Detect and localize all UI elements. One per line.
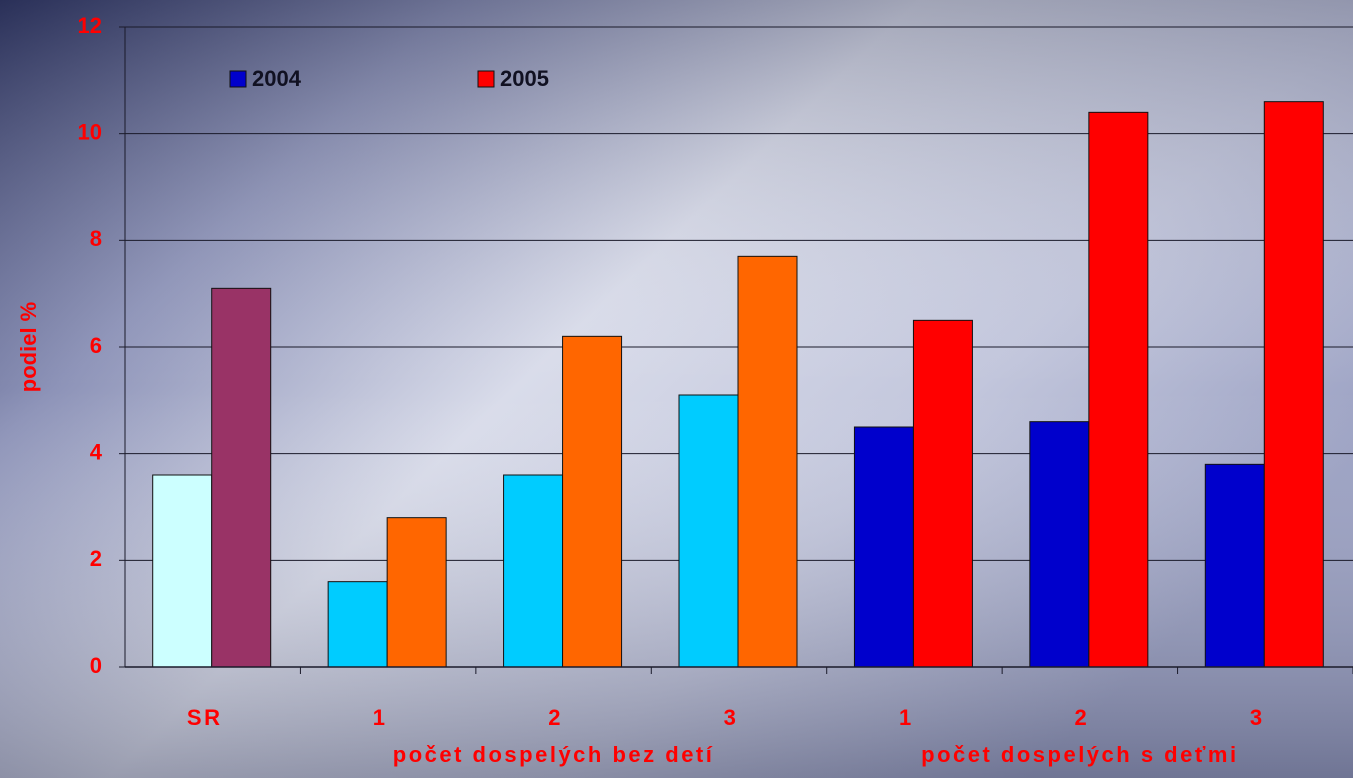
bar	[503, 474, 564, 668]
legend-swatch	[229, 70, 247, 88]
bar	[912, 319, 973, 668]
x-tick-label: 3	[724, 705, 739, 730]
legend-swatch	[477, 70, 495, 88]
x-tick-label: 2	[548, 705, 563, 730]
x-tick-label: SR	[187, 705, 223, 730]
bar	[1263, 101, 1324, 668]
x-tick-label: 2	[1074, 705, 1089, 730]
bar	[737, 255, 798, 668]
y-tick-label: 4	[90, 439, 103, 464]
y-tick-label: 0	[90, 653, 102, 678]
bar	[211, 287, 272, 668]
y-axis-label: podiel %	[16, 302, 41, 392]
y-tick-label: 6	[90, 333, 102, 358]
bar	[562, 335, 623, 668]
bar	[327, 581, 388, 668]
bar	[1029, 421, 1090, 668]
legend-label: 2005	[500, 66, 549, 91]
y-tick-label: 12	[78, 13, 102, 38]
y-tick-label: 8	[90, 226, 102, 251]
x-tick-label: 1	[373, 705, 388, 730]
bar	[152, 474, 213, 668]
bar	[1204, 463, 1265, 668]
legend-label: 2004	[252, 66, 302, 91]
x-tick-label: 3	[1250, 705, 1265, 730]
y-tick-label: 10	[78, 119, 102, 144]
bar	[1088, 111, 1149, 668]
bar	[386, 517, 447, 668]
group-label: počet dospelých bez detí	[393, 742, 715, 767]
y-tick-label: 2	[90, 546, 102, 571]
bar	[853, 426, 914, 668]
x-tick-label: 1	[899, 705, 914, 730]
bar	[678, 394, 739, 668]
group-label: počet dospelých s deťmi	[921, 742, 1238, 767]
